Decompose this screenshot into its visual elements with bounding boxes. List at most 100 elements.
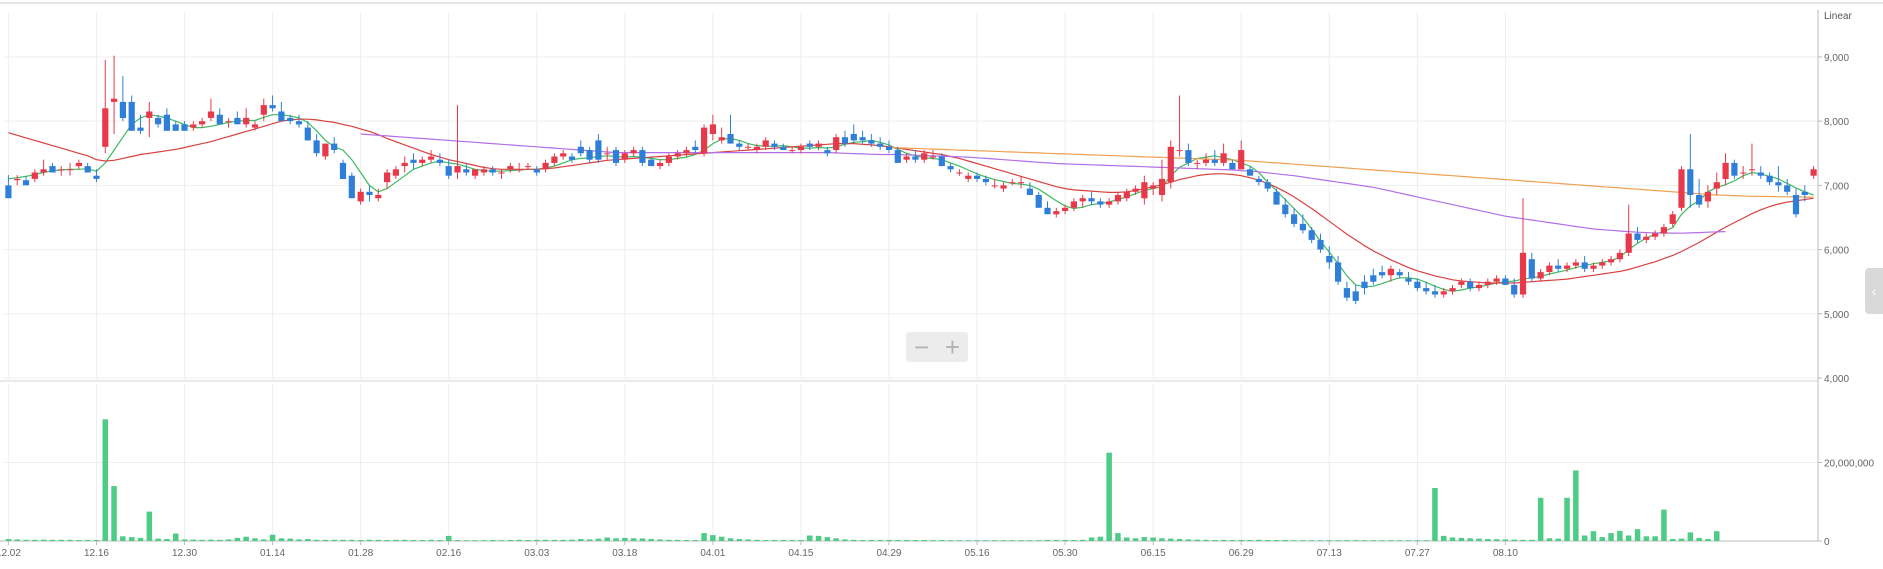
candle-body <box>1740 172 1747 174</box>
candle <box>797 143 804 154</box>
candle-body <box>718 137 725 141</box>
candle-body <box>560 153 567 157</box>
volume-bars <box>5 419 1720 541</box>
candle <box>1229 159 1236 170</box>
candle <box>1009 178 1016 186</box>
volume-bar <box>1458 537 1465 541</box>
volume-bar <box>1194 539 1200 541</box>
volume-bar <box>410 540 417 541</box>
candle-body <box>1528 259 1535 279</box>
candle-body <box>428 156 435 160</box>
volume-bar <box>1617 530 1623 541</box>
volume-bar <box>137 537 144 541</box>
candle-body <box>1273 191 1280 205</box>
candle-body <box>480 169 487 173</box>
scale-mode-label[interactable]: Linear <box>1824 11 1852 22</box>
volume-bar <box>111 486 117 541</box>
volume-bar <box>1256 539 1262 541</box>
candle-body <box>833 137 840 150</box>
candle-body <box>313 140 320 154</box>
candle-body <box>824 150 831 154</box>
candle-body <box>1484 281 1491 285</box>
volume-bar <box>604 537 610 541</box>
candle-body <box>163 114 170 131</box>
volume-bar <box>1555 538 1561 541</box>
volume-bar <box>956 540 963 541</box>
candle <box>1555 259 1562 273</box>
time-tick-label: 12.02 <box>0 548 21 559</box>
candle-body <box>595 140 602 160</box>
candle-body <box>1035 195 1042 208</box>
candle-body <box>1652 233 1659 237</box>
candle <box>1396 268 1403 279</box>
candle <box>1255 175 1262 186</box>
candle-body <box>1387 268 1394 276</box>
candle <box>1537 268 1544 282</box>
volume-bar <box>630 538 637 541</box>
volume-bar <box>1370 540 1377 541</box>
candle <box>269 95 276 112</box>
candle-body <box>31 172 38 179</box>
candle <box>938 153 945 167</box>
candle-body <box>1660 227 1667 234</box>
volume-bar <box>454 540 461 541</box>
candle <box>1326 246 1333 269</box>
candle <box>612 146 620 167</box>
candle-body <box>207 111 215 118</box>
sidebar-toggle-button[interactable]: ‹ <box>1865 268 1883 314</box>
candle-body <box>1370 275 1377 282</box>
candle-body <box>806 143 813 147</box>
time-tick-label: 04.01 <box>700 548 725 559</box>
candle-body <box>903 156 910 160</box>
minus-icon[interactable]: − <box>913 332 930 362</box>
candle-body <box>586 150 593 160</box>
candle <box>1704 185 1711 208</box>
candle <box>1053 207 1060 218</box>
volume-bar <box>1353 540 1359 541</box>
volume-bar <box>199 539 205 541</box>
candle <box>58 166 65 176</box>
candle-body <box>1299 223 1306 231</box>
candle <box>1273 188 1280 205</box>
candle-body <box>1775 182 1782 186</box>
candle <box>1519 198 1527 298</box>
plus-icon[interactable]: + <box>944 332 961 362</box>
candle-body <box>58 169 65 171</box>
volume-bar <box>393 539 399 541</box>
candle <box>1282 198 1289 218</box>
volume-bar <box>155 538 161 541</box>
candle <box>40 159 47 176</box>
candle <box>278 101 285 122</box>
candle-body <box>1158 178 1166 195</box>
candle-body <box>938 156 945 167</box>
candle <box>445 159 452 179</box>
volume-bar <box>1220 539 1227 541</box>
candle <box>965 172 972 183</box>
volume-bar <box>1150 537 1156 541</box>
time-tick-label: 06.15 <box>1141 548 1166 559</box>
candle-body <box>225 121 232 123</box>
candle <box>1784 178 1791 195</box>
ma60-line <box>360 133 1726 234</box>
volume-bar <box>498 540 505 541</box>
candle-body <box>1088 198 1095 202</box>
candle <box>366 185 373 202</box>
candle-body <box>991 185 998 187</box>
candle-body <box>1766 175 1773 183</box>
volume-bar <box>1176 539 1183 541</box>
candle-body <box>859 137 866 141</box>
candle <box>384 169 391 189</box>
candle-body <box>657 162 664 167</box>
time-tick-label: 02.16 <box>436 548 461 559</box>
candle-body <box>1475 284 1483 289</box>
candle-body <box>727 134 734 144</box>
price-tick-label: 9,000 <box>1824 53 1849 64</box>
volume-bar <box>384 540 390 541</box>
volume-bar <box>1185 539 1192 541</box>
candle-body <box>1546 265 1553 272</box>
volume-bar <box>375 539 381 541</box>
volume-bar <box>991 540 998 541</box>
candle <box>1308 227 1315 244</box>
candle-body <box>1519 252 1527 295</box>
